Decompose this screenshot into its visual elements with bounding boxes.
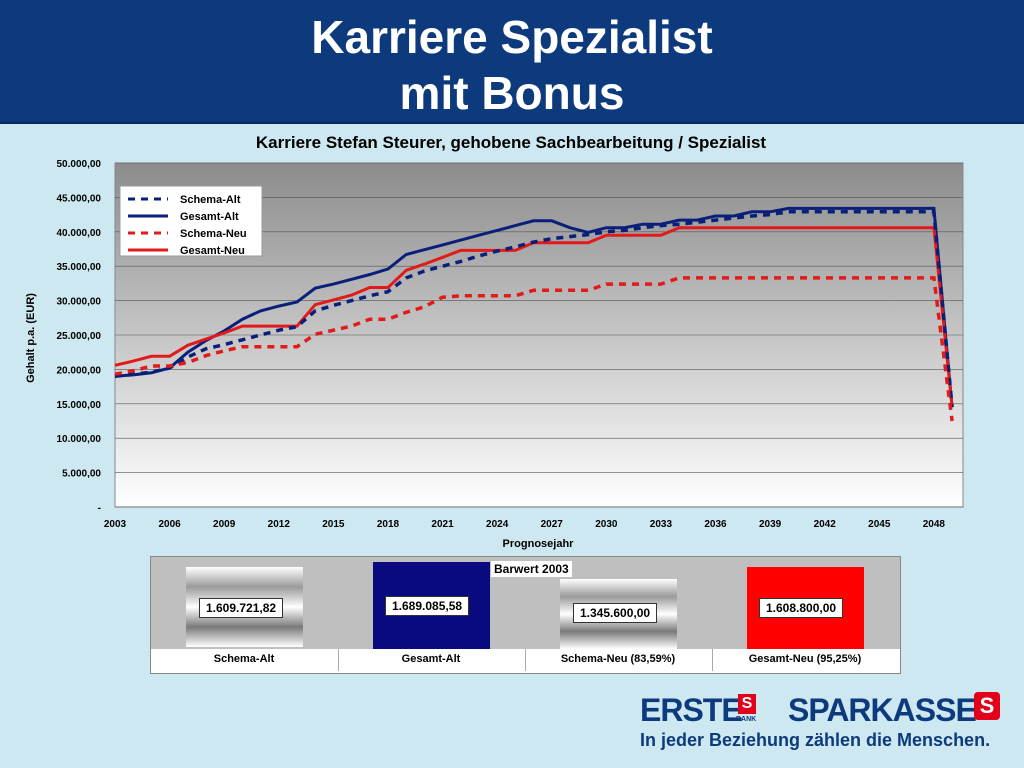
y-axis-label: Gehalt p.a. (EUR) xyxy=(25,293,37,383)
x-tick-label: 2012 xyxy=(268,519,291,530)
y-tick-label: 10.000,00 xyxy=(57,434,102,445)
barwert-value-schema-neu: 1.345.600,00 xyxy=(573,603,658,623)
x-tick-label: 2021 xyxy=(431,519,454,530)
slide-title-line2: mit Bonus xyxy=(399,67,625,119)
slide-title-line1: Karriere Spezialist xyxy=(311,11,713,63)
x-tick-label: 2027 xyxy=(541,519,564,530)
legend-label: Schema-Neu xyxy=(180,228,247,240)
legend-label: Gesamt-Neu xyxy=(180,245,245,257)
barwert-category-gesamt-alt: Gesamt-Alt xyxy=(401,653,461,665)
x-tick-label: 2042 xyxy=(814,519,837,530)
y-tick-label: 45.000,00 xyxy=(57,193,102,204)
divider xyxy=(338,649,339,671)
y-tick-label: 15.000,00 xyxy=(57,400,102,411)
y-tick-label: 25.000,00 xyxy=(57,331,102,342)
x-tick-label: 2036 xyxy=(704,519,727,530)
legend: Schema-Alt Gesamt-Alt Schema-Neu Gesamt-Neu xyxy=(119,185,263,257)
y-tick-label: 5.000,00 xyxy=(62,469,101,480)
legend-label: Gesamt-Alt xyxy=(180,211,239,223)
x-tick-label: 2018 xyxy=(377,519,400,530)
divider xyxy=(525,649,526,671)
sparkasse-s-icon: S xyxy=(738,694,756,714)
chart-title: Karriere Stefan Steurer, gehobene Sachbe… xyxy=(256,133,766,152)
legend-label: Schema-Alt xyxy=(180,194,241,206)
y-tick-label: 20.000,00 xyxy=(57,365,102,376)
x-tick-label: 2033 xyxy=(650,519,673,530)
x-tick-label: 2009 xyxy=(213,519,236,530)
x-axis-label: Prognosejahr xyxy=(503,538,575,550)
title-banner: Karriere Spezialist mit Bonus xyxy=(0,0,1024,124)
x-tick-label: 2015 xyxy=(322,519,345,530)
x-tick-label: 2045 xyxy=(868,519,891,530)
erste-sparkasse-logo: ERSTE S BANK SPARKASSE S In jeder Bezieh… xyxy=(640,692,1010,762)
barwert-value-schema-alt: 1.609.721,82 xyxy=(199,598,284,618)
barwert-value-gesamt-neu: 1.608.800,00 xyxy=(759,598,844,618)
y-tick-label: 30.000,00 xyxy=(57,297,102,308)
barwert-panel: Barwert 2003 1.609.721,82 1.689.085,58 1… xyxy=(150,556,901,674)
y-tick-label: - xyxy=(98,503,101,514)
x-axis-ticks: 2003 2006 2009 2012 2015 2018 2021 2024 2027 2030… xyxy=(104,519,946,530)
series-line-gesamt-alt xyxy=(114,206,954,408)
x-tick-label: 2024 xyxy=(486,519,509,530)
barwert-category-schema-neu: Schema-Neu (83,59%) xyxy=(560,653,676,665)
sparkasse-wordmark: SPARKASSE xyxy=(788,692,977,728)
barwert-title: Barwert 2003 xyxy=(491,561,572,577)
y-tick-label: 50.000,00 xyxy=(57,159,102,170)
x-tick-label: 2006 xyxy=(158,519,181,530)
y-axis-ticks: - 5.000,00 10.000,00 15.000,00 20.000,00 25.0… xyxy=(57,159,102,514)
barwert-category-gesamt-neu: Gesamt-Neu (95,25%) xyxy=(748,653,862,665)
series-line-schema-neu xyxy=(114,276,954,422)
y-tick-label: 40.000,00 xyxy=(57,228,102,239)
salary-line-chart: Karriere Stefan Steurer, gehobene Sachbe… xyxy=(25,133,964,550)
barwert-category-schema-alt: Schema-Alt xyxy=(213,653,275,665)
series-line-schema-alt xyxy=(114,210,954,408)
x-tick-label: 2048 xyxy=(923,519,946,530)
bank-wordmark: BANK xyxy=(736,716,757,723)
erste-wordmark: ERSTE xyxy=(640,692,743,728)
sparkasse-s-icon: S xyxy=(974,692,1000,720)
barwert-value-gesamt-alt: 1.689.085,58 xyxy=(385,596,470,616)
divider xyxy=(712,649,713,671)
series-lines xyxy=(114,206,954,422)
x-tick-label: 2039 xyxy=(759,519,782,530)
x-tick-label: 2030 xyxy=(595,519,618,530)
x-tick-label: 2003 xyxy=(104,519,127,530)
y-tick-label: 35.000,00 xyxy=(57,262,102,273)
slogan: In jeder Beziehung zählen die Menschen. xyxy=(640,730,991,750)
